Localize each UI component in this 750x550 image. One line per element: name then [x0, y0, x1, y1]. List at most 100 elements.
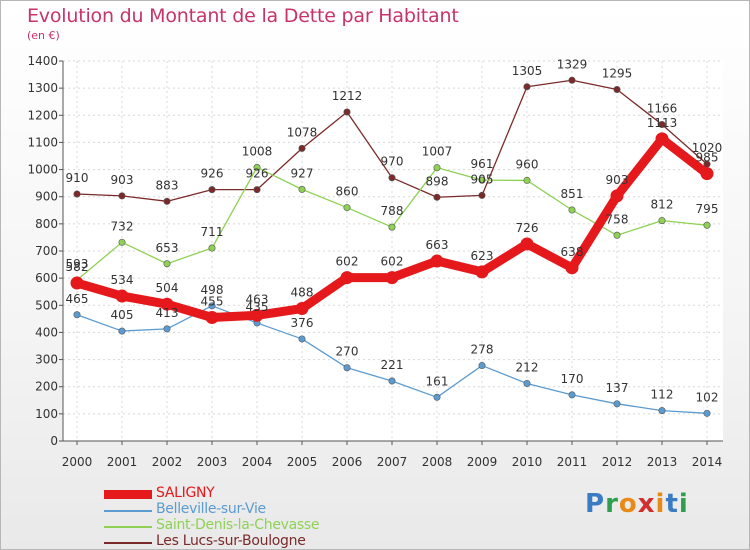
logo-letter: i [655, 489, 666, 519]
x-tick-label: 2010 [512, 455, 543, 469]
y-tick-label: 800 [35, 217, 58, 231]
data-point [343, 108, 351, 116]
data-point [385, 271, 399, 285]
x-tick-label: 2006 [332, 455, 363, 469]
data-point [655, 132, 669, 146]
data-label: 663 [426, 238, 449, 252]
data-point [430, 254, 444, 268]
data-point [343, 364, 351, 372]
data-point [478, 191, 486, 199]
data-label: 413 [156, 306, 179, 320]
data-point [208, 186, 216, 194]
data-label: 602 [381, 255, 404, 269]
y-tick-label: 1000 [27, 163, 58, 177]
x-tick-label: 2000 [62, 455, 93, 469]
data-point [568, 391, 576, 399]
legend-label: Les Lucs-sur-Boulogne [156, 533, 306, 549]
data-point [70, 276, 84, 290]
data-label: 112 [651, 388, 674, 402]
data-point [160, 297, 174, 311]
legend-label: SALIGNY [156, 485, 215, 501]
legend-label: Belleville-sur-Vie [156, 501, 266, 517]
y-tick-label: 400 [35, 325, 58, 339]
legend-swatch [104, 510, 152, 512]
data-label: 504 [156, 281, 179, 295]
data-label: 711 [201, 225, 224, 239]
data-point [478, 362, 486, 370]
data-point [568, 76, 576, 84]
data-label: 1008 [242, 144, 273, 158]
data-label: 488 [291, 286, 314, 300]
data-point [658, 407, 666, 415]
x-tick-label: 2005 [287, 455, 318, 469]
data-point [523, 379, 531, 387]
data-label: 883 [156, 178, 179, 192]
data-label: 593 [66, 257, 89, 271]
data-label: 638 [561, 245, 584, 259]
logo-letter: i [678, 489, 689, 519]
data-point [433, 164, 441, 172]
x-tick-label: 2008 [422, 455, 453, 469]
data-point [295, 302, 309, 316]
data-label: 498 [201, 283, 224, 297]
data-label: 270 [336, 345, 359, 359]
data-label: 221 [381, 358, 404, 372]
data-point [115, 289, 129, 303]
data-label: 1212 [332, 89, 363, 103]
x-tick-label: 2009 [467, 455, 498, 469]
data-point [343, 204, 351, 212]
data-point [433, 193, 441, 201]
x-tick-label: 2003 [197, 455, 228, 469]
data-point [388, 223, 396, 231]
data-label: 534 [111, 273, 134, 287]
x-tick-label: 2013 [647, 455, 678, 469]
data-label: 212 [516, 360, 539, 374]
y-tick-label: 0 [50, 434, 58, 448]
data-label: 910 [66, 171, 89, 185]
data-point [205, 311, 219, 324]
data-label: 170 [561, 372, 584, 386]
logo-letter: o [618, 489, 638, 519]
data-point [388, 377, 396, 385]
data-label: 898 [426, 174, 449, 188]
x-tick-label: 2001 [107, 455, 138, 469]
data-label: 463 [246, 292, 269, 306]
y-tick-label: 200 [35, 380, 58, 394]
data-point [523, 83, 531, 91]
y-tick-label: 1300 [27, 81, 58, 95]
data-point [613, 86, 621, 94]
data-point [298, 335, 306, 343]
data-label: 455 [201, 295, 224, 309]
data-label: 960 [516, 157, 539, 171]
chart-title: Evolution du Montant de la Dette par Hab… [27, 5, 459, 27]
data-label: 1078 [287, 125, 318, 139]
data-label: 1007 [422, 145, 453, 159]
data-label: 732 [111, 219, 134, 233]
data-point [565, 261, 579, 275]
data-point [163, 197, 171, 205]
data-label: 435 [246, 300, 269, 314]
data-label: 653 [156, 241, 179, 255]
data-label: 1113 [647, 116, 678, 130]
data-label: 726 [516, 221, 539, 235]
data-point [253, 186, 261, 194]
data-point [73, 311, 81, 319]
data-point [73, 190, 81, 198]
data-point [208, 302, 216, 310]
y-tick-label: 900 [35, 190, 58, 204]
data-point [613, 231, 621, 239]
y-tick-label: 1200 [27, 108, 58, 122]
data-point [298, 144, 306, 152]
data-label: 903 [111, 173, 134, 187]
x-tick-label: 2007 [377, 455, 408, 469]
logo-letter: t [665, 489, 679, 519]
legend-swatch [104, 526, 152, 528]
data-point [253, 163, 261, 171]
data-label: 137 [606, 381, 629, 395]
data-label: 903 [606, 173, 629, 187]
data-label: 758 [606, 212, 629, 226]
data-point [658, 217, 666, 225]
data-point [478, 176, 486, 184]
data-label: 927 [291, 166, 314, 180]
